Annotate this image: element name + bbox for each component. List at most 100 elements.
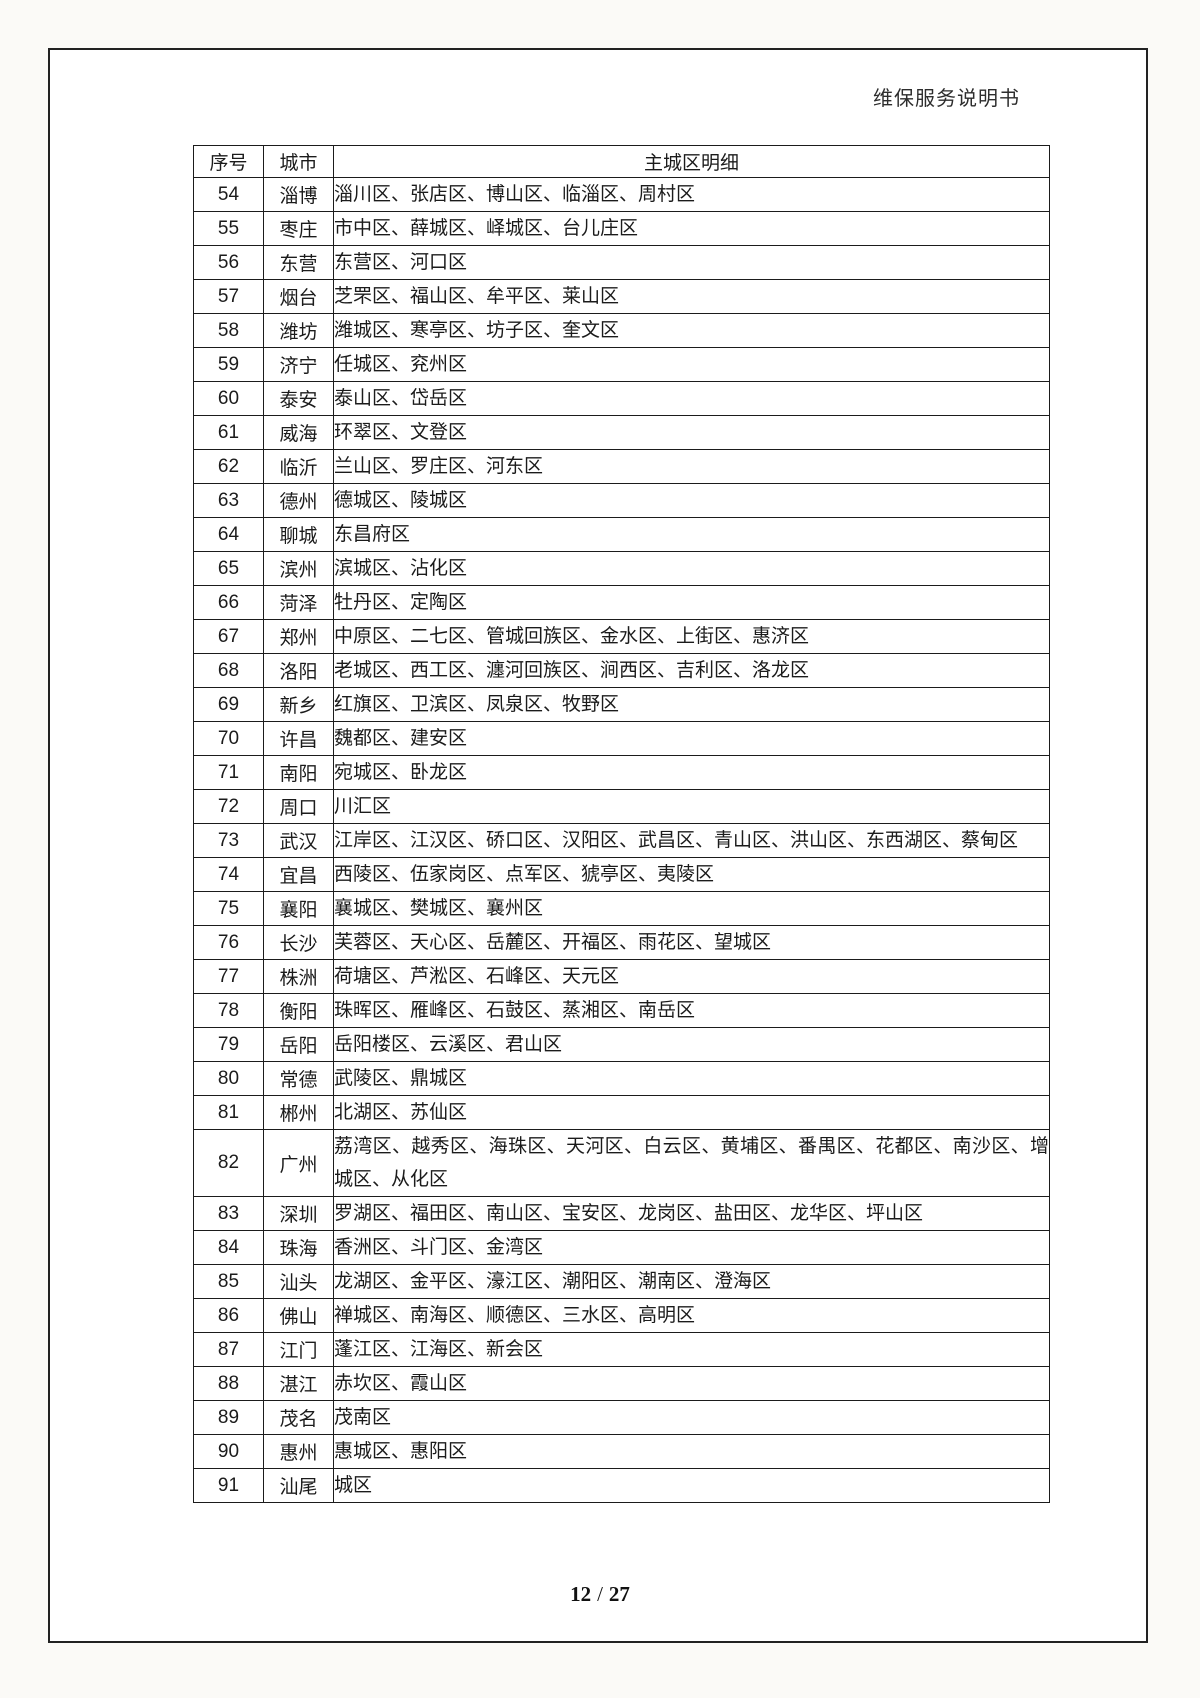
row-districts: 茂南区 (333, 1400, 1050, 1435)
table-row: 55 枣庄 市中区、薛城区、峄城区、台儿庄区 (193, 211, 1050, 246)
row-index: 55 (193, 211, 264, 246)
table-header-row: 序号 城市 主城区明细 (193, 145, 1050, 178)
row-districts: 惠城区、惠阳区 (333, 1434, 1050, 1469)
row-city: 郑州 (263, 619, 334, 654)
row-city: 湛江 (263, 1366, 334, 1401)
row-city: 深圳 (263, 1196, 334, 1231)
row-districts: 市中区、薛城区、峄城区、台儿庄区 (333, 211, 1050, 246)
row-districts: 环翠区、文登区 (333, 415, 1050, 450)
row-index: 89 (193, 1400, 264, 1435)
row-index: 90 (193, 1434, 264, 1469)
table-row: 59 济宁 任城区、兖州区 (193, 347, 1050, 382)
table-row: 69 新乡 红旗区、卫滨区、凤泉区、牧野区 (193, 687, 1050, 722)
row-city: 武汉 (263, 823, 334, 858)
col-header-city: 城市 (263, 145, 334, 178)
row-districts: 兰山区、罗庄区、河东区 (333, 449, 1050, 484)
row-city: 常德 (263, 1061, 334, 1096)
row-city: 岳阳 (263, 1027, 334, 1062)
row-index: 68 (193, 653, 264, 688)
row-city: 聊城 (263, 517, 334, 552)
row-index: 66 (193, 585, 264, 620)
row-index: 84 (193, 1230, 264, 1265)
row-index: 56 (193, 245, 264, 280)
col-header-districts: 主城区明细 (333, 145, 1050, 178)
row-index: 73 (193, 823, 264, 858)
table-row: 88 湛江 赤坎区、霞山区 (193, 1366, 1050, 1401)
row-index: 63 (193, 483, 264, 518)
row-index: 60 (193, 381, 264, 416)
row-city: 滨州 (263, 551, 334, 586)
page-separator: / (597, 1582, 603, 1606)
row-index: 59 (193, 347, 264, 382)
row-districts: 荔湾区、越秀区、海珠区、天河区、白云区、黄埔区、番禺区、花都区、南沙区、增城区、… (333, 1129, 1050, 1197)
table-row: 82 广州 荔湾区、越秀区、海珠区、天河区、白云区、黄埔区、番禺区、花都区、南沙区、… (193, 1129, 1050, 1197)
row-index: 72 (193, 789, 264, 824)
table-row: 72 周口 川汇区 (193, 789, 1050, 824)
table-row: 67 郑州 中原区、二七区、管城回族区、金水区、上街区、惠济区 (193, 619, 1050, 654)
row-index: 79 (193, 1027, 264, 1062)
row-city: 襄阳 (263, 891, 334, 926)
row-city: 潍坊 (263, 313, 334, 348)
table-row: 78 衡阳 珠晖区、雁峰区、石鼓区、蒸湘区、南岳区 (193, 993, 1050, 1028)
table-row: 75 襄阳 襄城区、樊城区、襄州区 (193, 891, 1050, 926)
col-header-index: 序号 (193, 145, 264, 178)
table-row: 74 宜昌 西陵区、伍家岗区、点军区、猇亭区、夷陵区 (193, 857, 1050, 892)
table-row: 84 珠海 香洲区、斗门区、金湾区 (193, 1230, 1050, 1265)
row-city: 衡阳 (263, 993, 334, 1028)
table-row: 64 聊城 东昌府区 (193, 517, 1050, 552)
row-districts: 禅城区、南海区、顺德区、三水区、高明区 (333, 1298, 1050, 1333)
table-row: 90 惠州 惠城区、惠阳区 (193, 1434, 1050, 1469)
row-city: 新乡 (263, 687, 334, 722)
row-index: 58 (193, 313, 264, 348)
row-city: 宜昌 (263, 857, 334, 892)
row-index: 76 (193, 925, 264, 960)
row-index: 69 (193, 687, 264, 722)
row-city: 南阳 (263, 755, 334, 790)
row-index: 74 (193, 857, 264, 892)
row-index: 86 (193, 1298, 264, 1333)
table-row: 57 烟台 芝罘区、福山区、牟平区、莱山区 (193, 279, 1050, 314)
row-districts: 滨城区、沾化区 (333, 551, 1050, 586)
row-districts: 德城区、陵城区 (333, 483, 1050, 518)
row-city: 德州 (263, 483, 334, 518)
row-city: 珠海 (263, 1230, 334, 1265)
row-districts: 川汇区 (333, 789, 1050, 824)
row-index: 61 (193, 415, 264, 450)
row-index: 54 (193, 177, 264, 212)
row-city: 汕尾 (263, 1468, 334, 1503)
row-districts: 中原区、二七区、管城回族区、金水区、上街区、惠济区 (333, 619, 1050, 654)
row-index: 78 (193, 993, 264, 1028)
row-districts: 泰山区、岱岳区 (333, 381, 1050, 416)
row-city: 长沙 (263, 925, 334, 960)
table-row: 81 郴州 北湖区、苏仙区 (193, 1095, 1050, 1130)
table-row: 65 滨州 滨城区、沾化区 (193, 551, 1050, 586)
row-districts: 江岸区、江汉区、硚口区、汉阳区、武昌区、青山区、洪山区、东西湖区、蔡甸区 (333, 823, 1050, 858)
row-districts: 龙湖区、金平区、濠江区、潮阳区、潮南区、澄海区 (333, 1264, 1050, 1299)
row-city: 洛阳 (263, 653, 334, 688)
table-row: 73 武汉 江岸区、江汉区、硚口区、汉阳区、武昌区、青山区、洪山区、东西湖区、蔡甸区 (193, 823, 1050, 858)
row-districts: 牡丹区、定陶区 (333, 585, 1050, 620)
row-city: 淄博 (263, 177, 334, 212)
row-districts: 淄川区、张店区、博山区、临淄区、周村区 (333, 177, 1050, 212)
table-row: 66 菏泽 牡丹区、定陶区 (193, 585, 1050, 620)
row-districts: 珠晖区、雁峰区、石鼓区、蒸湘区、南岳区 (333, 993, 1050, 1028)
row-city: 许昌 (263, 721, 334, 756)
row-districts: 东昌府区 (333, 517, 1050, 552)
table-row: 70 许昌 魏都区、建安区 (193, 721, 1050, 756)
districts-table: 序号 城市 主城区明细 54 淄博 淄川区、张店区、博山区、临淄区、周村区 55 枣庄市… (193, 145, 1050, 1503)
row-city: 惠州 (263, 1434, 334, 1469)
table-row: 80 常德 武陵区、鼎城区 (193, 1061, 1050, 1096)
row-districts: 宛城区、卧龙区 (333, 755, 1050, 790)
row-city: 临沂 (263, 449, 334, 484)
row-index: 77 (193, 959, 264, 994)
table-row: 76 长沙 芙蓉区、天心区、岳麓区、开福区、雨花区、望城区 (193, 925, 1050, 960)
table-row: 61 威海 环翠区、文登区 (193, 415, 1050, 450)
row-city: 佛山 (263, 1298, 334, 1333)
table-row: 71 南阳 宛城区、卧龙区 (193, 755, 1050, 790)
row-index: 75 (193, 891, 264, 926)
row-districts: 武陵区、鼎城区 (333, 1061, 1050, 1096)
row-districts: 任城区、兖州区 (333, 347, 1050, 382)
row-districts: 蓬江区、江海区、新会区 (333, 1332, 1050, 1367)
row-city: 烟台 (263, 279, 334, 314)
row-districts: 罗湖区、福田区、南山区、宝安区、龙岗区、盐田区、龙华区、坪山区 (333, 1196, 1050, 1231)
